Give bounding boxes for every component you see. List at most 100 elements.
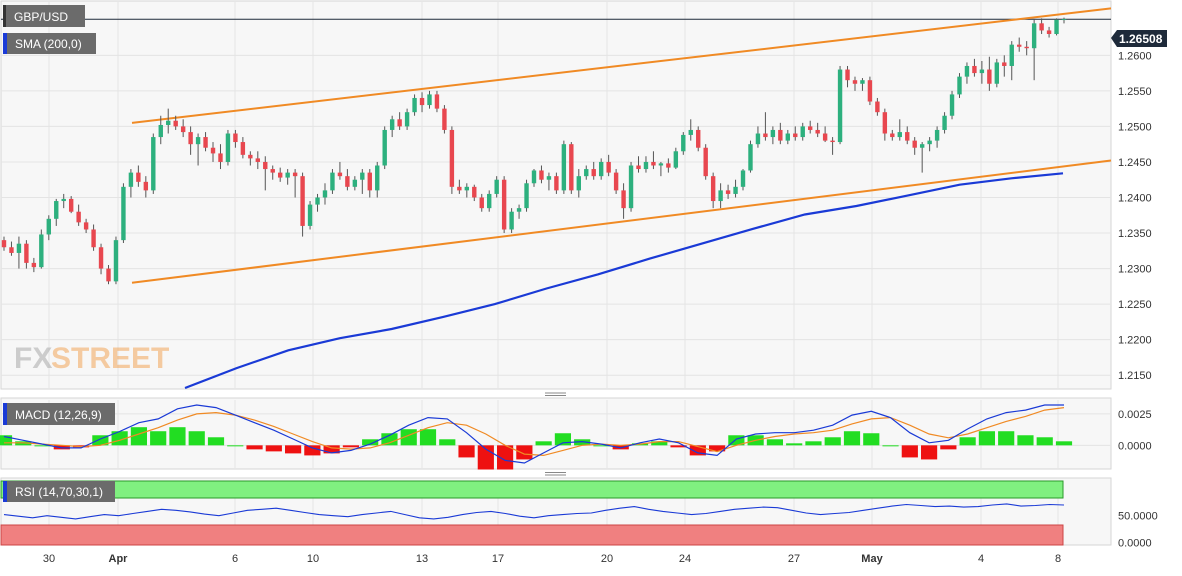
macd-hist-pos [150, 431, 167, 446]
y-tick-label: 1.2150 [1118, 370, 1152, 382]
candle-bull [360, 172, 365, 180]
candle-bull [919, 144, 925, 148]
macd-hist-pos [1017, 435, 1034, 446]
candle-bear [472, 186, 477, 198]
candle-bear [703, 147, 708, 177]
candle-bull [860, 80, 865, 84]
macd-hist-pos [998, 431, 1015, 446]
candle-bear [248, 154, 253, 159]
splitter-handle-top[interactable] [545, 392, 566, 396]
candle-bull [837, 69, 843, 143]
macd-hist-pos [574, 439, 591, 446]
macd-hist-pos [227, 445, 244, 447]
candle-bear [725, 190, 731, 194]
macd-hist-neg [689, 445, 706, 456]
candle-bear [1039, 23, 1044, 31]
macd-hist-neg [265, 445, 282, 452]
candle-bull [158, 124, 163, 138]
x-tick-label: 10 [307, 553, 319, 565]
macd-hist-neg [920, 445, 938, 460]
candle-bull [546, 176, 552, 180]
candle-bear [867, 80, 873, 102]
candle-bull [681, 134, 686, 152]
splitter-handle-bottom[interactable] [545, 472, 566, 476]
candle-bear [666, 163, 671, 168]
x-tick-label: May [861, 553, 883, 565]
y-tick-label: 1.2350 [1118, 228, 1152, 240]
candle-bull [166, 120, 171, 125]
candle-bear [180, 126, 186, 133]
candle-bear [1024, 46, 1029, 49]
candle-bull [576, 176, 581, 191]
candle-bull [718, 190, 723, 202]
candle-bear [793, 133, 798, 138]
macd-hist-pos [1036, 437, 1053, 446]
rsi-oversold-zone [0, 524, 1064, 546]
sma-label[interactable]: SMA (200,0) [3, 33, 96, 54]
symbol-label[interactable]: GBP/USD [3, 5, 85, 27]
candle-bull [979, 69, 985, 74]
candle-bear [143, 181, 149, 191]
macd-hist-neg [458, 445, 475, 458]
macd-label-text: MACD (12,26,9) [15, 408, 102, 422]
candle-bull [121, 186, 126, 241]
macd-hist-pos [362, 439, 379, 446]
y-tick-label: 1.2500 [1118, 121, 1152, 133]
candle-bear [905, 132, 910, 141]
y-tick-label: 1.2600 [1118, 50, 1152, 62]
candle-bull [375, 165, 380, 191]
candle-bull [195, 137, 201, 145]
candle-bull [688, 129, 693, 135]
candle-bear [203, 137, 208, 148]
candle-bull [382, 129, 387, 166]
candle-bear [912, 140, 917, 148]
candle-bear [442, 108, 447, 130]
candle-bull [755, 133, 761, 145]
candle-bull [128, 172, 134, 187]
y-tick-label: 1.2300 [1118, 264, 1152, 276]
channel-lower-line [131, 159, 1112, 284]
candle-bear [173, 120, 178, 127]
candle-bull [494, 179, 499, 194]
candle-bull [733, 186, 738, 194]
macd-hist-pos [959, 437, 976, 446]
candle-bear [569, 144, 574, 191]
candle-bear [882, 112, 888, 134]
macd-hist-pos [92, 435, 109, 446]
macd-label[interactable]: MACD (12,26,9) [3, 403, 115, 425]
candle-bull [1031, 23, 1037, 49]
candle-bear [240, 142, 246, 155]
candle-bear [1002, 62, 1007, 66]
macd-hist-pos [419, 429, 437, 446]
candle-bull [307, 204, 313, 226]
macd-hist-neg [516, 445, 533, 460]
candle-bull [39, 234, 44, 268]
y-tick-label: 1.2450 [1118, 157, 1152, 169]
candle-bull [16, 243, 22, 253]
candle-bull [46, 218, 51, 235]
macd-hist-neg [901, 445, 918, 458]
macd-hist-pos [651, 441, 668, 446]
candle-bull [61, 198, 66, 202]
macd-hist-pos [863, 433, 880, 446]
watermark-fx: FX [14, 342, 52, 375]
axis-layer: 30 Apr 6 10 13 17 20 24 27 May 4 8 1.2150 1.2200 1.225… [43, 50, 1158, 565]
candle-bear [875, 101, 880, 113]
candle-bear [91, 229, 96, 248]
y-tick-label: 1.2550 [1118, 86, 1152, 98]
macd-hist-pos [766, 439, 784, 446]
candle-bull [673, 151, 679, 168]
rsi-label[interactable]: RSI (14,70,30,1) [3, 481, 115, 502]
candle-bull [598, 161, 604, 177]
macd-hist-pos [805, 441, 822, 446]
candle-bear [830, 140, 835, 143]
main-panel-bg [0, 0, 1112, 390]
candle-bear [457, 186, 462, 191]
candle-bear [270, 169, 275, 173]
macd-hist-neg [246, 445, 263, 450]
candle-bear [419, 97, 425, 106]
x-tick-label: 17 [492, 553, 504, 565]
macd-hist-pos [843, 431, 861, 446]
macd-hist-pos [978, 431, 996, 446]
macd-hist-neg [940, 445, 957, 450]
